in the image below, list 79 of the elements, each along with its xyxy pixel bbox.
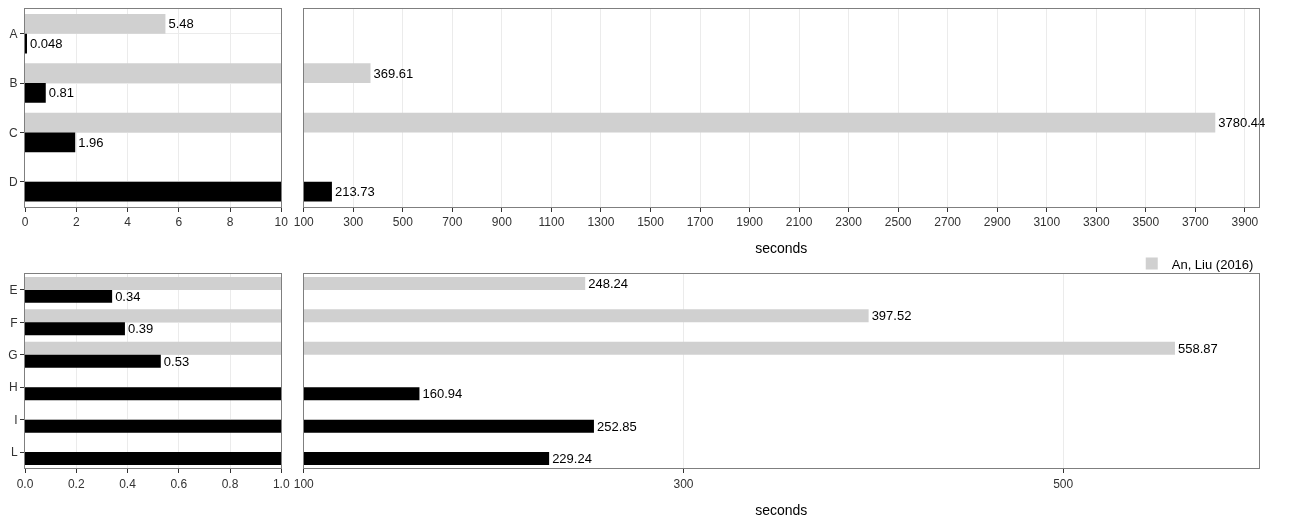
y-tick-label: I <box>14 412 18 427</box>
x-tick-label: 0.2 <box>67 476 85 491</box>
y-tick-label: D <box>8 175 18 190</box>
legend-label: An, Liu (2016) <box>1171 256 1254 272</box>
x-tick-label: 500 <box>392 214 414 229</box>
data-label: 369.61 <box>373 65 414 81</box>
data-label: 0.81 <box>48 85 75 101</box>
x-tick-label: 1300 <box>587 214 615 229</box>
bar <box>25 83 46 103</box>
x-tick-label: 0.4 <box>119 476 137 491</box>
x-tick-label: 3100 <box>1033 214 1061 229</box>
x-tick-label: 100 <box>293 214 315 229</box>
bar <box>25 452 282 466</box>
x-tick-label: 0.8 <box>221 476 239 491</box>
y-tick-label: A <box>9 26 18 41</box>
bar <box>25 181 282 202</box>
x-tick-label: 2700 <box>934 214 962 229</box>
x-tick-label: 1100 <box>538 214 565 229</box>
x-tick-label: 10 <box>274 214 289 229</box>
x-axis-title: seconds <box>755 240 808 257</box>
y-tick-label: L <box>10 445 18 460</box>
bar <box>25 309 282 323</box>
y-tick-label: B <box>9 76 18 91</box>
x-tick-label: 1700 <box>686 214 714 229</box>
bar <box>25 387 282 401</box>
x-tick-label: 700 <box>442 214 463 229</box>
x-tick-label: 2 <box>72 214 80 229</box>
x-tick-label: 1900 <box>736 214 764 229</box>
data-label: 252.85 <box>596 418 637 434</box>
x-tick-label: 3900 <box>1231 214 1259 229</box>
x-axis-title: seconds <box>755 502 808 519</box>
data-label: 0.34 <box>115 288 141 304</box>
x-tick-label: 2100 <box>785 214 813 229</box>
x-tick-label: 6 <box>175 214 183 229</box>
data-label: 229.24 <box>552 451 592 467</box>
bar <box>25 354 161 368</box>
data-label: 213.73 <box>334 184 375 200</box>
y-tick-label: F <box>10 315 18 330</box>
x-tick-label: 2500 <box>884 214 912 229</box>
bar <box>25 276 282 290</box>
data-label: 558.87 <box>1177 340 1218 356</box>
x-tick-label: 3500 <box>1132 214 1160 229</box>
x-tick-label: 2900 <box>983 214 1011 229</box>
x-tick-label: 0.6 <box>170 476 188 491</box>
x-tick-label: 300 <box>343 214 364 229</box>
x-tick-label: 2300 <box>835 214 863 229</box>
y-tick-label: H <box>8 380 18 395</box>
y-tick-label: C <box>8 125 18 140</box>
bar <box>25 132 76 153</box>
data-label: 5.48 <box>168 16 194 32</box>
x-tick-label: 100 <box>293 476 315 491</box>
bar <box>25 289 113 303</box>
data-label: 160.94 <box>422 386 463 402</box>
x-tick-label: 8 <box>226 214 234 229</box>
data-label: 1.96 <box>78 134 104 150</box>
x-tick-label: 300 <box>673 476 694 491</box>
data-label: 397.52 <box>871 308 912 324</box>
bar <box>25 13 166 34</box>
bar <box>25 341 282 355</box>
bar <box>25 322 125 336</box>
data-label: 0.39 <box>127 321 154 337</box>
x-tick-label: 3300 <box>1082 214 1110 229</box>
x-tick-label: 900 <box>491 214 513 229</box>
x-tick-label: 500 <box>1053 476 1074 491</box>
x-tick-label: 3700 <box>1182 214 1210 229</box>
data-label: 0.53 <box>163 353 190 369</box>
data-label: 248.24 <box>588 275 628 291</box>
x-tick-label: 0 <box>21 214 29 229</box>
data-label: 3780.44 <box>1218 115 1266 131</box>
bar <box>25 63 282 84</box>
x-tick-label: 4 <box>124 214 132 229</box>
y-tick-label: G <box>8 347 18 362</box>
bar <box>25 419 282 433</box>
x-tick-label: 1500 <box>637 214 665 229</box>
data-label: 0.048 <box>30 36 63 52</box>
bar <box>25 112 282 133</box>
x-tick-label: 0.0 <box>16 476 34 491</box>
y-tick-label: E <box>9 283 18 298</box>
x-tick-label: 1.0 <box>272 476 290 491</box>
